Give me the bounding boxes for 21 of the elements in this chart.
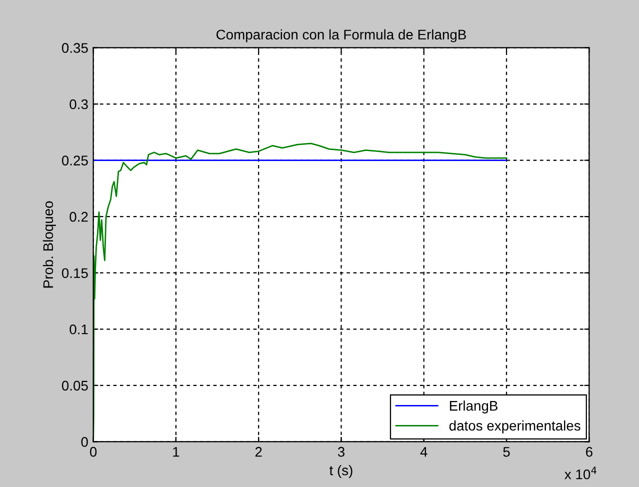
- y-tick-label: 0.1: [70, 324, 88, 334]
- legend-label: datos experimentales: [449, 420, 580, 434]
- x-tick-label: 1: [173, 447, 180, 457]
- text: x 10$^{4}$: [564, 466, 596, 480]
- x-tick-label: 5: [503, 447, 510, 457]
- x-tick-label: 0: [90, 446, 97, 457]
- x-tick-label: 2: [255, 446, 262, 457]
- chart-title: Comparacion con la Formula de ErlangB: [216, 29, 466, 42]
- y-axis-title: Prob. Bloqueo: [42, 201, 56, 288]
- y-tick-label: 0.05: [62, 380, 88, 391]
- y-tick-label: 0.25: [62, 156, 88, 166]
- x-axis-title: t (s): [329, 465, 352, 478]
- legend-label: ErlangB: [450, 400, 498, 414]
- y-tick-label: 0.15: [62, 268, 88, 278]
- y-tick-label: 0.3: [70, 99, 88, 110]
- x-tick-label: 3: [338, 446, 344, 457]
- x-tick-label: 6: [586, 446, 592, 457]
- y-tick-label: 0: [81, 437, 88, 447]
- x-tick-label: 4: [420, 447, 428, 457]
- y-tick-label: 0.35: [62, 43, 88, 53]
- y-tick-label: 0.2: [70, 212, 88, 222]
